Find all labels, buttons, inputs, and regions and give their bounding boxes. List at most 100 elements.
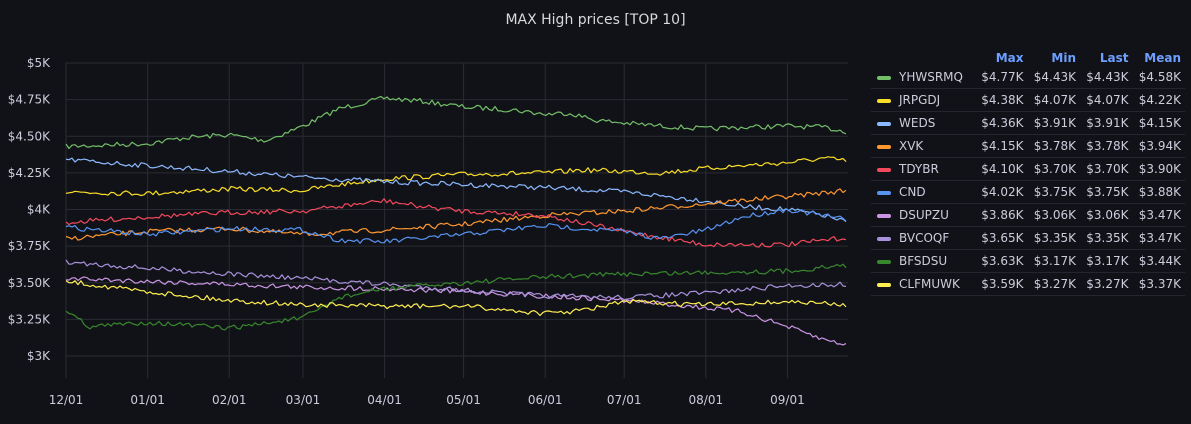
series-line-tdybr[interactable]: [65, 198, 847, 248]
series-line-jrpgdj[interactable]: [65, 156, 847, 197]
legend-row-bfsdsu[interactable]: BFSDSU $3.63K $3.17K $3.17K $3.44K: [871, 249, 1185, 273]
legend-value-last: $3.06K: [1080, 203, 1133, 227]
legend-row-tdybr[interactable]: TDYBR $4.10K $3.70K $3.70K $3.90K: [871, 157, 1185, 181]
legend-value-max: $3.59K: [975, 272, 1028, 296]
legend-swatch[interactable]: [877, 259, 891, 264]
legend-swatch[interactable]: [877, 213, 891, 218]
legend-series-name[interactable]: JRPGDJ: [899, 93, 941, 107]
legend-series-name[interactable]: BVCOQF: [899, 231, 950, 245]
legend-col-max[interactable]: Max: [995, 51, 1024, 65]
legend-row-cnd[interactable]: CND $4.02K $3.75K $3.75K $3.88K: [871, 180, 1185, 204]
legend-swatch[interactable]: [877, 144, 891, 149]
series-line-bfsdsu[interactable]: [65, 263, 847, 331]
series-line-clfmuwk[interactable]: [65, 280, 847, 317]
x-tick-label: 09/01: [770, 393, 805, 407]
y-tick-label: $4.75K: [8, 93, 51, 107]
legend-value-min: $3.78K: [1027, 134, 1080, 158]
legend-value-max: $4.38K: [975, 88, 1028, 112]
y-tick-label: $4.50K: [8, 129, 51, 143]
legend-value-max: $3.65K: [975, 226, 1028, 250]
legend-value-mean: $3.90K: [1132, 157, 1185, 181]
legend-value-mean: $3.44K: [1132, 249, 1185, 273]
series-line-dsupzu[interactable]: [65, 276, 847, 346]
legend-row-xvk[interactable]: XVK $4.15K $3.78K $3.78K $3.94K: [871, 134, 1185, 158]
y-tick-label: $4K: [27, 203, 51, 217]
legend-row-clfmuwk[interactable]: CLFMUWK $3.59K $3.27K $3.27K $3.37K: [871, 272, 1185, 296]
legend-swatch[interactable]: [877, 190, 891, 195]
x-tick-label: 07/01: [607, 393, 642, 407]
chart-title: MAX High prices [TOP 10]: [505, 12, 686, 28]
legend-value-max: $4.77K: [975, 66, 1028, 89]
legend-value-min: $3.35K: [1027, 226, 1080, 250]
legend-value-last: $4.07K: [1080, 88, 1133, 112]
legend-row-dsupzu[interactable]: DSUPZU $3.86K $3.06K $3.06K $3.47K: [871, 203, 1185, 227]
legend-swatch[interactable]: [877, 75, 891, 80]
legend-col-mean[interactable]: Mean: [1144, 51, 1181, 65]
x-tick-label: 05/01: [446, 393, 481, 407]
legend-value-last: $3.91K: [1080, 111, 1133, 135]
y-tick-label: $3K: [27, 349, 51, 363]
legend-value-min: $3.75K: [1027, 180, 1080, 204]
legend-value-mean: $4.22K: [1132, 88, 1185, 112]
legend-swatch[interactable]: [877, 282, 891, 287]
x-tick-label: 04/01: [367, 393, 402, 407]
legend-value-mean: $3.88K: [1132, 180, 1185, 204]
legend-value-mean: $3.94K: [1132, 134, 1185, 158]
legend-swatch[interactable]: [877, 236, 891, 241]
legend-value-max: $4.10K: [975, 157, 1028, 181]
legend-value-max: $3.86K: [975, 203, 1028, 227]
series-line-xvk[interactable]: [65, 188, 847, 241]
legend-series-name[interactable]: XVK: [899, 139, 924, 153]
legend-value-min: $4.43K: [1027, 66, 1080, 89]
legend-value-last: $3.35K: [1080, 226, 1133, 250]
x-tick-label: 01/01: [130, 393, 165, 407]
legend-value-last: $4.43K: [1080, 66, 1133, 89]
series-line-cnd[interactable]: [65, 208, 847, 244]
legend-value-min: $3.17K: [1027, 249, 1080, 273]
legend-value-last: $3.17K: [1080, 249, 1133, 273]
legend-series-name[interactable]: CND: [899, 185, 926, 199]
series-line-weds[interactable]: [65, 157, 847, 223]
legend-value-max: $3.63K: [975, 249, 1028, 273]
legend-series-name[interactable]: WEDS: [899, 116, 936, 130]
grid: [65, 62, 848, 378]
legend-value-min: $4.07K: [1027, 88, 1080, 112]
legend-value-max: $4.36K: [975, 111, 1028, 135]
legend-value-mean: $3.37K: [1132, 272, 1185, 296]
legend-value-max: $4.15K: [975, 134, 1028, 158]
legend-value-last: $3.78K: [1080, 134, 1133, 158]
legend-value-mean: $4.15K: [1132, 111, 1185, 135]
series-line-yhwsrmq[interactable]: [65, 95, 847, 150]
legend-value-min: $3.27K: [1027, 272, 1080, 296]
legend-value-last: $3.27K: [1080, 272, 1133, 296]
legend-value-last: $3.75K: [1080, 180, 1133, 204]
legend-row-weds[interactable]: WEDS $4.36K $3.91K $3.91K $4.15K: [871, 111, 1185, 135]
x-tick-label: 12/01: [49, 393, 84, 407]
legend-col-min[interactable]: Min: [1051, 51, 1076, 65]
legend-col-last[interactable]: Last: [1099, 51, 1129, 65]
line-chart: $3K $3.25K $3.50K $3.75K $4K $4.25K $4.50K $4.7…: [8, 56, 848, 407]
legend-row-yhwsrmq[interactable]: YHWSRMQ $4.77K $4.43K $4.43K $4.58K: [871, 66, 1185, 89]
legend-value-min: $3.91K: [1027, 111, 1080, 135]
legend-value-last: $3.70K: [1080, 157, 1133, 181]
legend-series-name[interactable]: DSUPZU: [899, 208, 949, 222]
legend-series-name[interactable]: YHWSRMQ: [899, 70, 963, 84]
legend-series-name[interactable]: TDYBR: [899, 162, 939, 176]
legend-table: Max Min Last Mean YHWSRMQ $4.77K $4.43K $4.…: [871, 50, 1185, 296]
legend-swatch[interactable]: [877, 121, 891, 126]
x-tick-label: 03/01: [286, 393, 321, 407]
legend-swatch[interactable]: [877, 98, 891, 103]
legend-series-name[interactable]: CLFMUWK: [899, 277, 960, 291]
series-lines: [65, 95, 847, 346]
legend-swatch[interactable]: [877, 167, 891, 172]
legend-value-mean: $3.47K: [1132, 226, 1185, 250]
legend-series-name[interactable]: BFSDSU: [899, 254, 948, 268]
legend-row-jrpgdj[interactable]: JRPGDJ $4.38K $4.07K $4.07K $4.22K: [871, 88, 1185, 112]
series-line-bvcoqf[interactable]: [65, 259, 847, 301]
legend-row-bvcoqf[interactable]: BVCOQF $3.65K $3.35K $3.35K $3.47K: [871, 226, 1185, 250]
x-tick-label: 02/01: [212, 393, 247, 407]
x-tick-label: 08/01: [689, 393, 724, 407]
legend-value-min: $3.06K: [1027, 203, 1080, 227]
y-tick-label: $3.75K: [8, 239, 51, 253]
legend-value-max: $4.02K: [975, 180, 1028, 204]
